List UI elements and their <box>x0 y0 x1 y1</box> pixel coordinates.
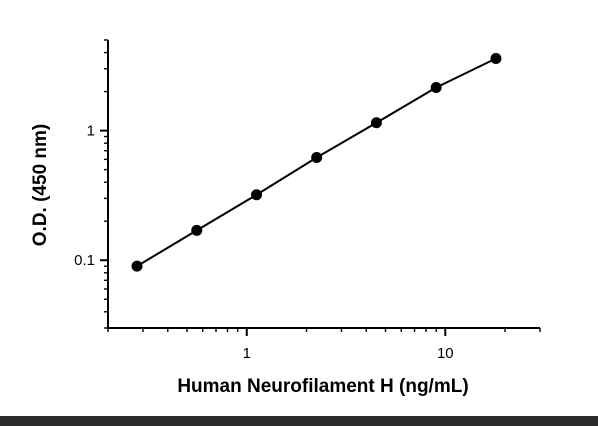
y-axis-title: O.D. (450 nm) <box>30 124 51 246</box>
x-axis-title: Human Neurofilament H (ng/mL) <box>177 376 468 397</box>
data-points <box>131 52 502 272</box>
data-point <box>311 152 323 164</box>
data-point <box>430 82 442 94</box>
x-axis: 1 10 <box>107 327 541 362</box>
data-point <box>131 260 143 272</box>
y-axis: 0.11 <box>74 39 109 329</box>
data-point <box>251 189 263 201</box>
x-tick-label: 10 <box>437 345 454 362</box>
y-tick-label: 1 <box>87 123 95 140</box>
y-tick-label: 0.1 <box>74 252 95 269</box>
footer-bar <box>0 416 598 426</box>
x-tick-label: 1 <box>243 345 251 362</box>
data-point <box>490 52 502 64</box>
data-point <box>191 224 203 236</box>
data-point <box>370 117 382 129</box>
